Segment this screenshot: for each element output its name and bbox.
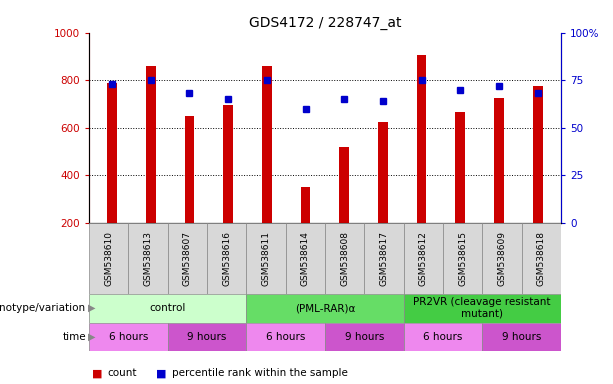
Text: 6 hours: 6 hours: [109, 332, 148, 342]
Text: 9 hours: 9 hours: [187, 332, 227, 342]
Bar: [340, 147, 349, 223]
Bar: [146, 66, 156, 223]
Bar: [301, 187, 310, 223]
Text: GSM538615: GSM538615: [458, 231, 467, 286]
Text: (PML-RAR)α: (PML-RAR)α: [295, 303, 355, 313]
Text: GSM538610: GSM538610: [104, 231, 113, 286]
Text: control: control: [150, 303, 186, 313]
Text: count: count: [107, 368, 137, 378]
Text: GSM538607: GSM538607: [183, 231, 192, 286]
Bar: [455, 111, 465, 223]
Text: GSM538609: GSM538609: [497, 231, 506, 286]
Title: GDS4172 / 228747_at: GDS4172 / 228747_at: [249, 16, 401, 30]
Bar: [325, 323, 403, 351]
Bar: [417, 55, 427, 223]
Text: GSM538617: GSM538617: [379, 231, 389, 286]
Text: genotype/variation: genotype/variation: [0, 303, 86, 313]
Bar: [246, 294, 403, 323]
Text: 9 hours: 9 hours: [502, 332, 541, 342]
Text: GSM538618: GSM538618: [537, 231, 546, 286]
Bar: [89, 223, 128, 294]
Bar: [128, 223, 167, 294]
Text: 6 hours: 6 hours: [423, 332, 463, 342]
Bar: [533, 86, 543, 223]
Text: ■: ■: [156, 368, 167, 378]
Text: GSM538608: GSM538608: [340, 231, 349, 286]
Bar: [167, 323, 246, 351]
Bar: [89, 323, 167, 351]
Bar: [403, 294, 561, 323]
Bar: [207, 223, 246, 294]
Text: GSM538613: GSM538613: [143, 231, 153, 286]
Text: ▶: ▶: [88, 332, 95, 342]
Bar: [494, 98, 504, 223]
Text: GSM538614: GSM538614: [301, 231, 310, 286]
Text: GSM538616: GSM538616: [222, 231, 231, 286]
Text: time: time: [62, 332, 86, 342]
Bar: [89, 294, 246, 323]
Bar: [364, 223, 403, 294]
Text: 6 hours: 6 hours: [266, 332, 305, 342]
Bar: [107, 83, 117, 223]
Bar: [482, 223, 522, 294]
Text: GSM538612: GSM538612: [419, 231, 428, 286]
Bar: [223, 105, 233, 223]
Text: GSM538611: GSM538611: [261, 231, 270, 286]
Bar: [262, 66, 272, 223]
Bar: [443, 223, 482, 294]
Bar: [522, 223, 561, 294]
Text: ▶: ▶: [88, 303, 95, 313]
Bar: [403, 323, 482, 351]
Bar: [167, 223, 207, 294]
Text: 9 hours: 9 hours: [345, 332, 384, 342]
Bar: [403, 223, 443, 294]
Bar: [286, 223, 325, 294]
Bar: [185, 116, 194, 223]
Text: ■: ■: [92, 368, 102, 378]
Bar: [482, 323, 561, 351]
Text: percentile rank within the sample: percentile rank within the sample: [172, 368, 348, 378]
Text: PR2VR (cleavage resistant
mutant): PR2VR (cleavage resistant mutant): [414, 297, 551, 319]
Bar: [378, 122, 388, 223]
Bar: [246, 323, 325, 351]
Bar: [246, 223, 286, 294]
Bar: [325, 223, 364, 294]
